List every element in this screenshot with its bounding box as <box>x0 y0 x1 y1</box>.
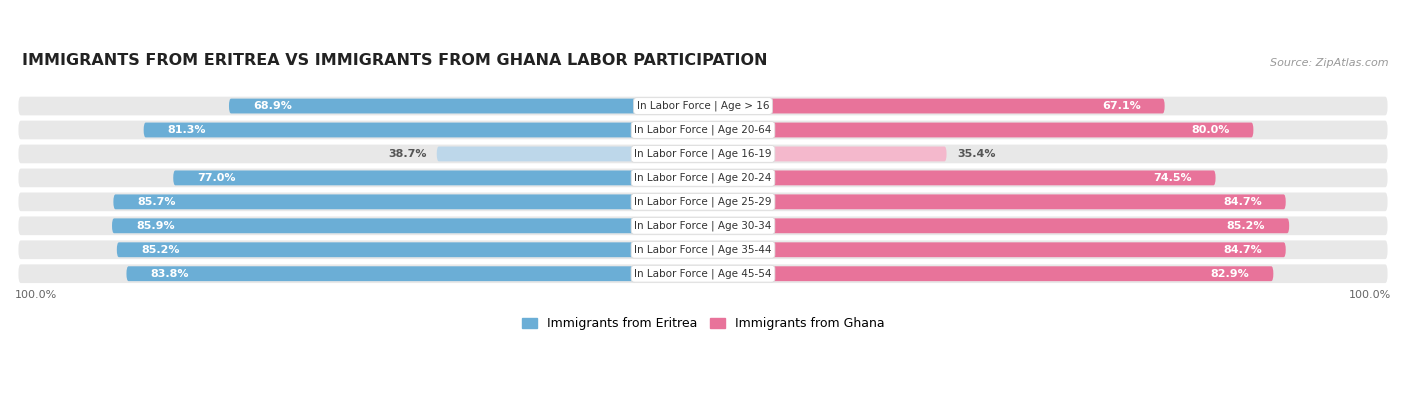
FancyBboxPatch shape <box>18 241 1388 259</box>
Text: 74.5%: 74.5% <box>1153 173 1191 183</box>
Text: 80.0%: 80.0% <box>1191 125 1229 135</box>
Text: 81.3%: 81.3% <box>167 125 207 135</box>
FancyBboxPatch shape <box>112 218 703 233</box>
FancyBboxPatch shape <box>703 243 1285 257</box>
Text: 82.9%: 82.9% <box>1211 269 1250 279</box>
FancyBboxPatch shape <box>703 147 946 162</box>
FancyBboxPatch shape <box>173 171 703 185</box>
FancyBboxPatch shape <box>143 122 703 137</box>
Text: 100.0%: 100.0% <box>15 290 58 300</box>
Text: In Labor Force | Age 20-24: In Labor Force | Age 20-24 <box>634 173 772 183</box>
FancyBboxPatch shape <box>18 97 1388 115</box>
FancyBboxPatch shape <box>229 99 703 113</box>
Text: IMMIGRANTS FROM ERITREA VS IMMIGRANTS FROM GHANA LABOR PARTICIPATION: IMMIGRANTS FROM ERITREA VS IMMIGRANTS FR… <box>22 53 768 68</box>
FancyBboxPatch shape <box>18 169 1388 187</box>
FancyBboxPatch shape <box>703 218 1289 233</box>
Text: 100.0%: 100.0% <box>1348 290 1391 300</box>
Text: Source: ZipAtlas.com: Source: ZipAtlas.com <box>1270 58 1388 68</box>
FancyBboxPatch shape <box>18 264 1388 283</box>
FancyBboxPatch shape <box>18 120 1388 139</box>
FancyBboxPatch shape <box>18 192 1388 211</box>
FancyBboxPatch shape <box>127 266 703 281</box>
Text: In Labor Force | Age > 16: In Labor Force | Age > 16 <box>637 101 769 111</box>
FancyBboxPatch shape <box>703 266 1274 281</box>
Text: 85.7%: 85.7% <box>138 197 176 207</box>
Text: In Labor Force | Age 20-64: In Labor Force | Age 20-64 <box>634 125 772 135</box>
Text: 35.4%: 35.4% <box>957 149 995 159</box>
Text: 84.7%: 84.7% <box>1223 245 1261 255</box>
Text: 77.0%: 77.0% <box>197 173 236 183</box>
FancyBboxPatch shape <box>117 243 703 257</box>
Text: In Labor Force | Age 35-44: In Labor Force | Age 35-44 <box>634 245 772 255</box>
Text: 38.7%: 38.7% <box>388 149 426 159</box>
Text: In Labor Force | Age 16-19: In Labor Force | Age 16-19 <box>634 149 772 159</box>
Text: In Labor Force | Age 30-34: In Labor Force | Age 30-34 <box>634 220 772 231</box>
Text: 85.2%: 85.2% <box>1226 221 1265 231</box>
FancyBboxPatch shape <box>703 99 1164 113</box>
Text: In Labor Force | Age 25-29: In Labor Force | Age 25-29 <box>634 197 772 207</box>
Text: 85.9%: 85.9% <box>136 221 174 231</box>
FancyBboxPatch shape <box>703 194 1285 209</box>
Text: In Labor Force | Age 45-54: In Labor Force | Age 45-54 <box>634 269 772 279</box>
FancyBboxPatch shape <box>703 122 1253 137</box>
Text: 67.1%: 67.1% <box>1102 101 1140 111</box>
Text: 85.2%: 85.2% <box>141 245 180 255</box>
Text: 83.8%: 83.8% <box>150 269 188 279</box>
Legend: Immigrants from Eritrea, Immigrants from Ghana: Immigrants from Eritrea, Immigrants from… <box>522 317 884 330</box>
Text: 68.9%: 68.9% <box>253 101 292 111</box>
FancyBboxPatch shape <box>18 216 1388 235</box>
FancyBboxPatch shape <box>18 145 1388 163</box>
Text: 84.7%: 84.7% <box>1223 197 1261 207</box>
FancyBboxPatch shape <box>437 147 703 162</box>
FancyBboxPatch shape <box>114 194 703 209</box>
FancyBboxPatch shape <box>703 171 1216 185</box>
